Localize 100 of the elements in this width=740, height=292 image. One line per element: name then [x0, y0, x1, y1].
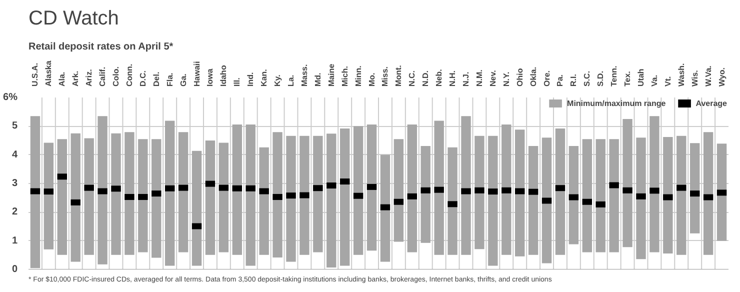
x-tick-label: Ore.	[542, 70, 552, 86]
bar	[474, 136, 484, 250]
x-tick-label: Ky.	[273, 74, 282, 86]
x-tick-label: Fla.	[165, 72, 174, 86]
bar	[165, 120, 175, 266]
x-tick-label: Okla.	[528, 66, 538, 86]
bar	[353, 126, 364, 255]
x-tick-label: Minn.	[354, 66, 363, 86]
x-tick-label: Nev.	[488, 70, 498, 86]
bar	[582, 139, 592, 252]
y-tick-label: 1	[12, 235, 18, 246]
x-tick-label: R.I.	[569, 74, 578, 86]
bar	[111, 133, 121, 255]
x-tick-label: D.C.	[138, 70, 148, 86]
chart-subtitle: Retail deposit rates on April 5*	[28, 42, 174, 52]
x-tick-label: Ariz.	[84, 69, 94, 86]
x-tick-label: Tex.	[623, 71, 632, 86]
bar	[542, 138, 552, 264]
x-tick-label: Tenn.	[610, 66, 619, 86]
bar	[650, 116, 660, 252]
y-tick-label: 6%	[3, 92, 18, 103]
legend-label: Minimum/maximum range	[567, 98, 666, 108]
x-tick-label: Del.	[152, 72, 161, 86]
bar	[528, 146, 538, 255]
bar	[98, 116, 108, 264]
x-tick-label: Mo.	[367, 72, 376, 86]
bar	[192, 150, 202, 266]
bar	[461, 116, 471, 255]
bar	[70, 133, 80, 262]
bar	[300, 136, 310, 255]
bar	[515, 130, 525, 256]
bar	[488, 136, 498, 266]
x-tick-label: Maine	[326, 63, 336, 86]
y-tick-label: 4	[12, 149, 18, 160]
x-tick-label: Colo.	[112, 66, 120, 86]
x-tick-label: Calif.	[98, 66, 108, 86]
x-tick-label: Ala.	[58, 72, 67, 86]
bar	[366, 124, 377, 251]
x-tick-label: Hawaii	[192, 61, 202, 86]
bar	[246, 124, 256, 266]
x-tick-label: Pa.	[556, 74, 565, 86]
bar	[716, 144, 727, 241]
x-tick-label: Ark.	[71, 70, 80, 86]
bar	[218, 142, 229, 252]
x-tick-label: W.Va.	[704, 66, 713, 86]
bar	[568, 146, 579, 244]
y-tick-label: 2	[12, 206, 18, 218]
y-tick-label: 5	[12, 120, 18, 132]
x-tick-label: U.S.A.	[30, 62, 40, 86]
legend-label: Average	[696, 98, 727, 108]
x-tick-label: N.H.	[448, 70, 458, 86]
x-tick-label: N.D.	[421, 70, 430, 86]
bar	[84, 138, 94, 255]
bar	[596, 139, 606, 252]
x-tick-label: Wash.	[676, 63, 686, 86]
bar	[30, 116, 40, 268]
x-tick-label: Ind.	[246, 72, 256, 86]
bar	[448, 147, 458, 255]
x-tick-label: N.Y.	[502, 72, 511, 86]
bar	[313, 136, 323, 252]
x-tick-label: Utah	[636, 68, 646, 86]
bar	[622, 119, 632, 248]
x-tick-label: Va.	[650, 74, 659, 86]
bar	[178, 132, 188, 252]
bar	[636, 138, 646, 260]
bar	[676, 136, 686, 255]
bar	[340, 128, 350, 266]
x-tick-label: S.C.	[582, 70, 592, 86]
bar	[690, 143, 700, 234]
x-tick-label: N.M.	[474, 70, 484, 86]
bar	[326, 134, 336, 268]
bar	[663, 137, 673, 254]
bar	[57, 139, 67, 255]
bar	[703, 132, 714, 255]
x-tick-label: Idaho	[219, 65, 228, 86]
bar	[44, 142, 54, 250]
bar	[394, 139, 404, 242]
x-tick-label: Iowa	[206, 68, 215, 86]
bar	[380, 154, 390, 262]
chart-title: CD Watch	[28, 8, 119, 30]
bar	[152, 139, 162, 258]
x-tick-label: Wyo.	[717, 68, 726, 86]
x-tick-label: Ohio	[515, 68, 524, 86]
bar	[124, 132, 134, 255]
x-tick-label: Ill.	[232, 78, 242, 86]
x-tick-label: N.C.	[408, 70, 417, 86]
bar	[286, 136, 296, 262]
x-tick-label: S.D.	[596, 70, 606, 86]
x-tick-label: Conn.	[124, 64, 134, 86]
x-tick-label: Kan.	[260, 69, 269, 86]
x-tick-label: Wis.	[690, 70, 700, 86]
x-tick-label: Mich.	[340, 66, 350, 86]
x-tick-label: Neb.	[434, 69, 444, 86]
bar	[138, 139, 148, 252]
x-tick-label: La.	[286, 74, 296, 86]
x-tick-label: Miss.	[380, 66, 390, 86]
y-tick-label: 0	[12, 264, 18, 275]
x-tick-label: Vt.	[663, 76, 672, 86]
bar	[555, 128, 566, 255]
x-tick-label: Alaska	[44, 60, 54, 86]
